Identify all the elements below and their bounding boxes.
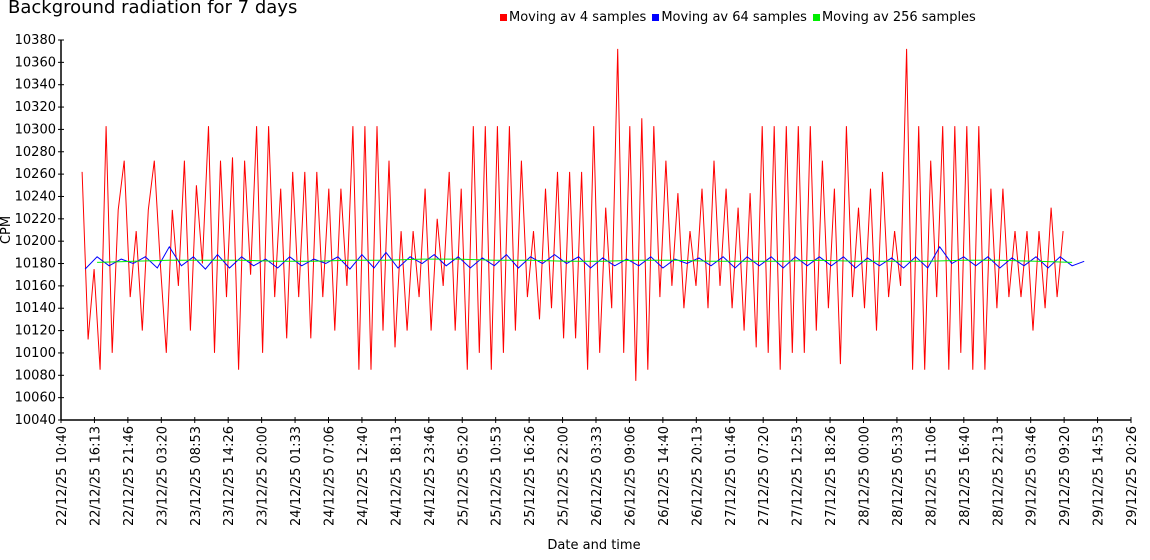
x-tick-label: 27/12/25 07:20 (757, 426, 772, 526)
legend-label: Moving av 64 samples (661, 10, 807, 25)
x-tick-label: 26/12/25 20:13 (690, 426, 705, 526)
legend-swatch-blue (652, 14, 660, 21)
x-tick-label: 22/12/25 10:40 (55, 426, 70, 526)
y-tick-label: 10240 (15, 189, 56, 204)
x-tick-label: 24/12/25 18:13 (389, 426, 404, 526)
legend-label: Moving av 256 samples (821, 10, 976, 25)
x-tick-label: 25/12/25 10:53 (490, 426, 505, 526)
y-tick-label: 10260 (15, 167, 56, 182)
legend-item-ma64: Moving av 64 samples (652, 10, 807, 25)
legend: Moving av 4 samples Moving av 64 samples… (500, 10, 976, 25)
x-tick-label: 28/12/25 16:40 (958, 426, 973, 526)
y-tick-label: 10300 (15, 122, 56, 137)
legend-item-ma256: Moving av 256 samples (812, 10, 976, 25)
y-tick-label: 10140 (15, 301, 56, 316)
x-tick-label: 23/12/25 14:26 (222, 426, 237, 526)
x-tick-label: 24/12/25 07:06 (323, 426, 338, 526)
chart-title: Background radiation for 7 days (8, 0, 298, 18)
x-tick-label: 23/12/25 20:00 (256, 426, 271, 526)
legend-label: Moving av 4 samples (509, 10, 647, 25)
x-tick-label: 26/12/25 09:06 (623, 426, 638, 526)
y-axis-label: CPM (0, 216, 14, 244)
x-tick-label: 29/12/25 14:53 (1092, 426, 1107, 526)
x-tick-label: 26/12/25 14:40 (657, 426, 672, 526)
x-axis-label: Date and time (547, 538, 640, 553)
x-tick-label: 27/12/25 18:26 (824, 426, 839, 526)
y-tick-label: 10320 (15, 100, 56, 115)
x-tick-label: 25/12/25 22:00 (557, 426, 572, 526)
x-tick-label: 29/12/25 09:20 (1058, 426, 1073, 526)
y-tick-label: 10100 (15, 346, 56, 361)
x-tick-label: 28/12/25 11:06 (924, 426, 939, 526)
x-tick-label: 23/12/25 08:53 (189, 426, 204, 526)
x-tick-label: 25/12/25 16:26 (523, 426, 538, 526)
y-tick-label: 10220 (15, 212, 56, 227)
legend-swatch-red (500, 14, 507, 21)
legend-item-ma4: Moving av 4 samples (500, 10, 646, 25)
y-tick-label: 10200 (15, 234, 56, 249)
x-tick-label: 27/12/25 01:46 (724, 426, 739, 526)
y-tick-label: 10180 (15, 257, 56, 272)
y-tick-label: 10380 (15, 33, 56, 48)
x-tick-label: 22/12/25 21:46 (122, 426, 137, 526)
y-tick-label: 10160 (15, 279, 56, 294)
y-tick-label: 10080 (15, 368, 56, 383)
x-tick-label: 22/12/25 16:13 (88, 426, 103, 526)
y-tick-label: 10040 (15, 413, 56, 428)
x-tick-label: 28/12/25 00:00 (858, 426, 873, 526)
series-line-1 (84, 245, 1085, 270)
legend-swatch-green (812, 14, 820, 21)
y-tick-label: 10280 (15, 145, 56, 160)
y-tick-label: 10060 (15, 391, 56, 406)
x-tick-label: 28/12/25 05:33 (891, 426, 906, 526)
y-tick-label: 10360 (15, 55, 56, 70)
x-tick-label: 29/12/25 20:26 (1125, 426, 1140, 526)
x-tick-label: 27/12/25 12:53 (791, 426, 806, 526)
x-tick-label: 25/12/25 05:20 (456, 426, 471, 526)
x-tick-label: 26/12/25 03:33 (590, 426, 605, 526)
series-line-0 (81, 48, 1064, 381)
series-line-2 (97, 258, 1073, 263)
x-tick-label: 28/12/25 22:13 (991, 426, 1006, 526)
y-tick-label: 10340 (15, 78, 56, 93)
y-tick-label: 10120 (15, 324, 56, 339)
x-tick-label: 29/12/25 03:46 (1025, 426, 1040, 526)
x-tick-label: 24/12/25 01:33 (289, 426, 304, 526)
x-tick-label: 24/12/25 12:40 (356, 426, 371, 526)
x-tick-label: 24/12/25 23:46 (423, 426, 438, 526)
x-tick-label: 23/12/25 03:20 (155, 426, 170, 526)
